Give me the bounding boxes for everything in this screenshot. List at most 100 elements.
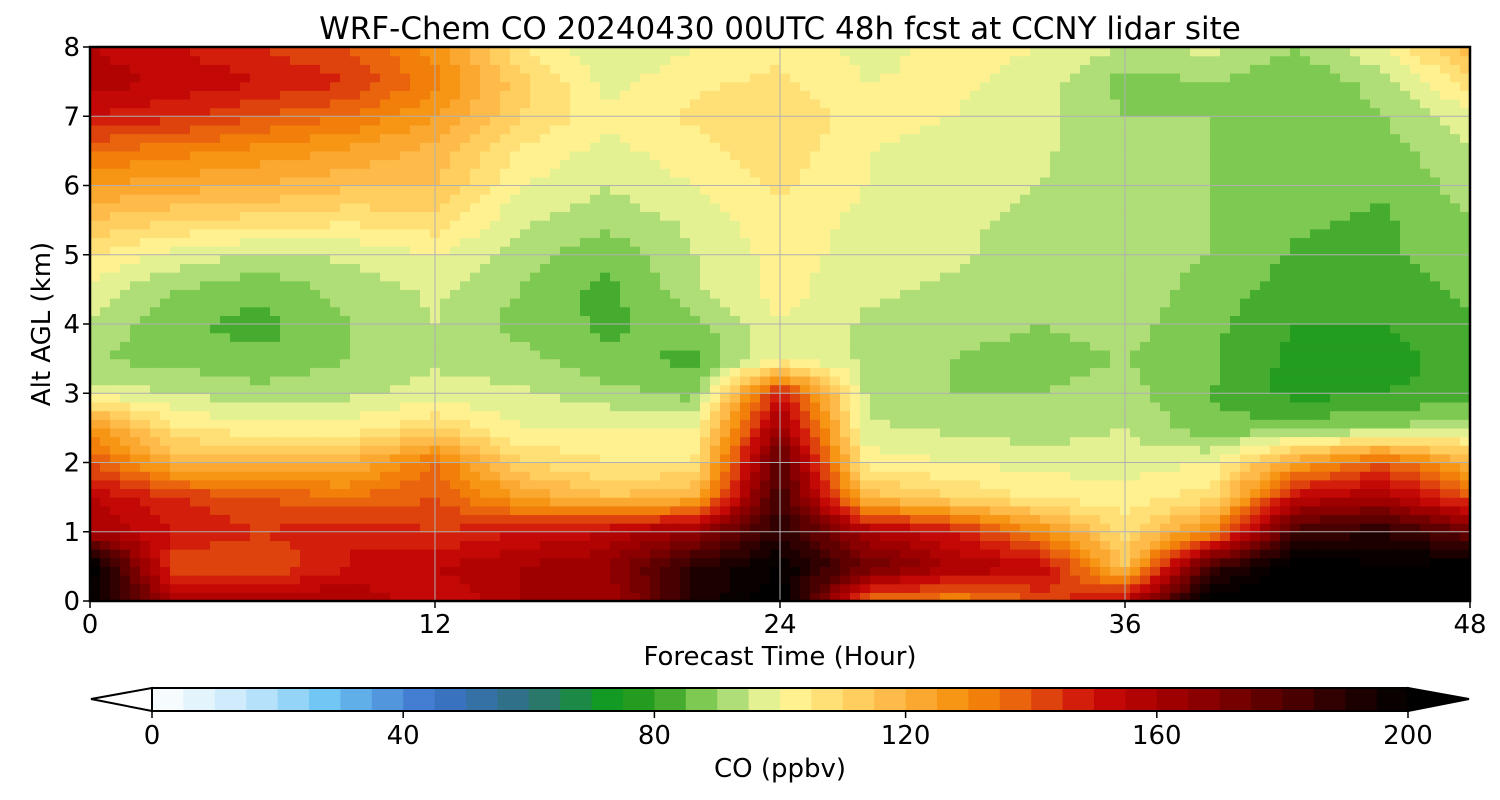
heatmap-cell — [690, 427, 701, 438]
heatmap-cell — [870, 488, 881, 498]
heatmap-cell — [620, 298, 631, 308]
heatmap-cell — [150, 280, 161, 290]
heatmap-cell — [340, 549, 351, 559]
heatmap-cell — [1220, 315, 1231, 325]
heatmap-cell — [630, 488, 641, 498]
heatmap-cell — [370, 497, 381, 507]
heatmap-cell — [810, 445, 821, 455]
heatmap-cell — [620, 324, 631, 334]
heatmap-cell — [380, 531, 391, 542]
heatmap-cell — [520, 324, 531, 334]
heatmap-cell — [520, 514, 531, 524]
heatmap-cell — [860, 349, 871, 360]
heatmap-cell — [460, 505, 471, 516]
heatmap-cell — [190, 557, 201, 567]
heatmap-cell — [1160, 540, 1171, 550]
heatmap-cell — [1350, 427, 1361, 438]
heatmap-cell — [1140, 375, 1151, 386]
heatmap-cell — [780, 410, 791, 420]
heatmap-cell — [1060, 540, 1071, 550]
heatmap-cell — [100, 445, 111, 455]
heatmap-cell — [670, 315, 681, 325]
heatmap-cell — [830, 332, 841, 342]
heatmap-cell — [280, 367, 291, 377]
heatmap-cell — [290, 531, 301, 542]
heatmap-cell — [1130, 289, 1141, 299]
heatmap-cell — [150, 583, 161, 593]
heatmap-cell — [890, 488, 901, 498]
heatmap-cell — [1420, 592, 1431, 602]
heatmap-cell — [1440, 324, 1451, 334]
heatmap-cell — [990, 427, 1001, 438]
heatmap-cell — [1000, 289, 1011, 299]
heatmap-cell — [1190, 427, 1201, 438]
heatmap-cell — [140, 462, 151, 472]
heatmap-cell — [1270, 523, 1281, 533]
heatmap-cell — [1440, 488, 1451, 498]
heatmap-cell — [900, 419, 911, 429]
heatmap-cell — [410, 488, 421, 498]
heatmap-cell — [800, 592, 811, 602]
heatmap-cell — [440, 401, 451, 412]
heatmap-cell — [320, 557, 331, 567]
heatmap-cell — [1140, 367, 1151, 377]
heatmap-cell — [1010, 488, 1021, 498]
heatmap-cell — [580, 384, 591, 394]
heatmap-cell — [1440, 479, 1451, 490]
heatmap-cell — [1050, 349, 1061, 360]
heatmap-cell — [770, 427, 781, 438]
heatmap-cell — [720, 341, 731, 351]
heatmap-cell — [450, 298, 461, 308]
heatmap-cell — [190, 410, 201, 420]
heatmap-cell — [660, 410, 671, 420]
heatmap-cell — [910, 427, 921, 438]
heatmap-cell — [1080, 375, 1091, 386]
heatmap-cell — [640, 315, 651, 325]
heatmap-cell — [180, 575, 191, 585]
heatmap-cell — [1180, 427, 1191, 438]
heatmap-cell — [540, 575, 551, 585]
heatmap-cell — [240, 419, 251, 429]
heatmap-cell — [220, 514, 231, 524]
heatmap-cell — [990, 566, 1001, 576]
heatmap-cell — [490, 531, 501, 542]
heatmap-cell — [1070, 332, 1081, 342]
heatmap-cell — [1000, 358, 1011, 368]
heatmap-cell — [280, 523, 291, 533]
heatmap-cell — [1460, 479, 1471, 490]
heatmap-cell — [1300, 349, 1311, 360]
heatmap-cell — [830, 393, 841, 403]
heatmap-cell — [1110, 332, 1121, 342]
heatmap-cell — [240, 592, 251, 602]
heatmap-cell — [160, 514, 171, 524]
heatmap-cell — [90, 479, 101, 490]
heatmap-cell — [660, 445, 671, 455]
heatmap-cell — [850, 505, 861, 516]
heatmap-cell — [840, 315, 851, 325]
heatmap-cell — [790, 453, 801, 464]
heatmap-cell — [440, 410, 451, 420]
heatmap-cell — [660, 436, 671, 446]
heatmap-cell — [220, 401, 231, 412]
heatmap-cell — [240, 367, 251, 377]
heatmap-cell — [110, 592, 121, 602]
heatmap-cell — [1290, 393, 1301, 403]
heatmap-cell — [710, 315, 721, 325]
heatmap-cell — [1230, 471, 1241, 481]
heatmap-cell — [270, 324, 281, 334]
heatmap-cell — [740, 436, 751, 446]
heatmap-cell — [1240, 488, 1251, 498]
heatmap-cell — [1460, 505, 1471, 516]
heatmap-cell — [480, 575, 491, 585]
heatmap-cell — [1160, 315, 1171, 325]
heatmap-cell — [180, 462, 191, 472]
heatmap-cell — [470, 315, 481, 325]
heatmap-cell — [780, 549, 791, 559]
heatmap-cell — [690, 479, 701, 490]
heatmap-cell — [550, 419, 561, 429]
heatmap-cell — [1210, 523, 1221, 533]
heatmap-cell — [920, 349, 931, 360]
heatmap-cell — [320, 488, 331, 498]
heatmap-cell — [980, 462, 991, 472]
heatmap-cell — [930, 332, 941, 342]
